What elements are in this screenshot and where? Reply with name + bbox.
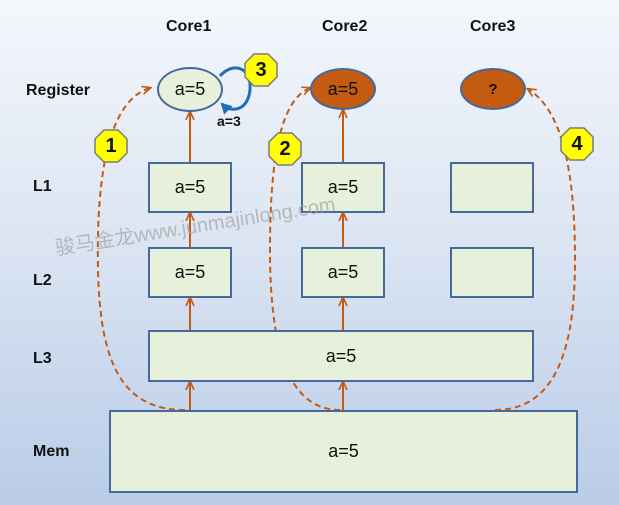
- register-core2: a=5: [310, 68, 376, 110]
- row-label-register: Register: [26, 82, 91, 99]
- row-label-mem: Mem: [33, 443, 70, 460]
- column-header-core3: Core3: [470, 18, 516, 35]
- l1-cache-core1: a=5: [148, 162, 232, 213]
- l3-cache-shared: a=5: [148, 330, 534, 382]
- step-badge-2-label: 2: [279, 137, 291, 160]
- step-badge-3-label: 3: [255, 58, 267, 81]
- l1-cache-core3: [450, 162, 534, 213]
- step-badge-2: 2: [268, 132, 302, 166]
- step-badge-1-label: 1: [105, 134, 117, 157]
- row-label-l1: L1: [33, 178, 52, 195]
- step-badge-4-label: 4: [571, 132, 583, 155]
- step-badge-1: 1: [94, 129, 128, 163]
- row-label-l2: L2: [33, 272, 52, 289]
- l2-cache-core3: [450, 247, 534, 298]
- self-loop-arrow: [218, 66, 252, 115]
- step-badge-4: 4: [560, 127, 594, 161]
- loop-label: a=3: [217, 113, 241, 129]
- dashed-path-4: [494, 89, 577, 411]
- l2-cache-core2: a=5: [301, 247, 385, 298]
- register-core3: ?: [460, 68, 526, 110]
- dashed-path-2: [268, 88, 341, 411]
- column-header-core1: Core1: [166, 18, 212, 35]
- l1-cache-core2: a=5: [301, 162, 385, 213]
- row-label-l3: L3: [33, 350, 52, 367]
- main-memory: a=5: [109, 410, 578, 493]
- dashed-path-1: [96, 88, 186, 411]
- l2-cache-core1: a=5: [148, 247, 232, 298]
- column-header-core2: Core2: [322, 18, 368, 35]
- register-core1: a=5: [157, 67, 223, 112]
- step-badge-3: 3: [244, 53, 278, 87]
